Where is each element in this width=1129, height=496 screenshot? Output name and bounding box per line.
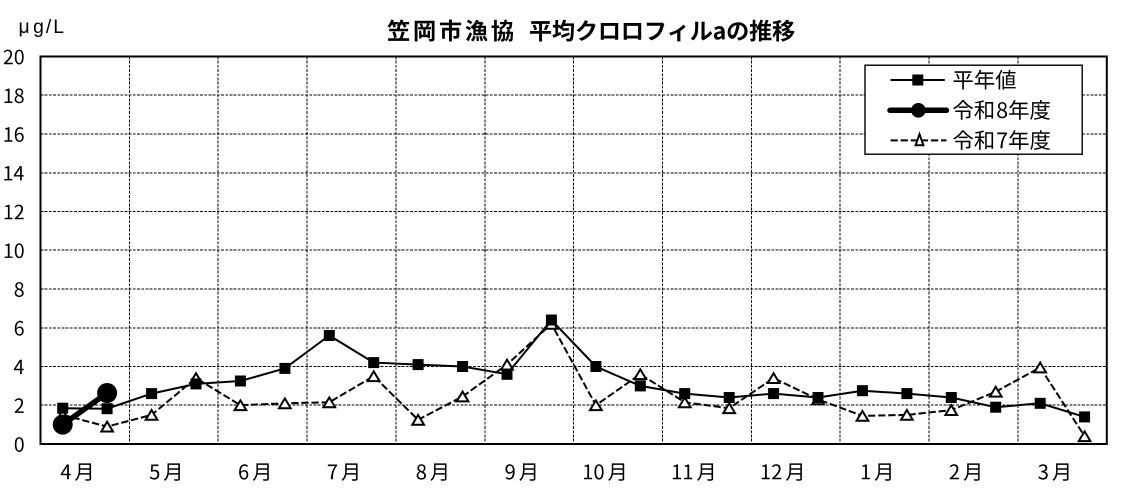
svg-text:μg/L: μ g/L: [19, 17, 66, 38]
